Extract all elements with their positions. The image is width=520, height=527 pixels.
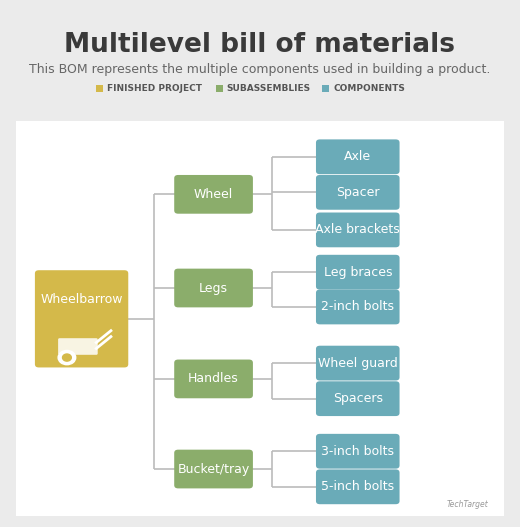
- FancyBboxPatch shape: [316, 346, 399, 380]
- Text: This BOM represents the multiple components used in building a product.: This BOM represents the multiple compone…: [29, 63, 491, 76]
- Text: 3-inch bolts: 3-inch bolts: [321, 445, 394, 458]
- FancyBboxPatch shape: [174, 359, 253, 398]
- Text: Bucket/tray: Bucket/tray: [177, 463, 250, 475]
- Text: Legs: Legs: [199, 281, 228, 295]
- FancyBboxPatch shape: [316, 434, 399, 469]
- Text: Multilevel bill of materials: Multilevel bill of materials: [64, 32, 456, 58]
- Text: Wheel guard: Wheel guard: [318, 357, 398, 369]
- FancyBboxPatch shape: [316, 175, 399, 210]
- FancyBboxPatch shape: [316, 289, 399, 324]
- Text: 5-inch bolts: 5-inch bolts: [321, 480, 394, 493]
- FancyBboxPatch shape: [174, 450, 253, 489]
- Text: COMPONENTS: COMPONENTS: [333, 84, 405, 93]
- FancyBboxPatch shape: [174, 269, 253, 307]
- Text: Wheelbarrow: Wheelbarrow: [41, 292, 123, 306]
- Text: Wheel: Wheel: [194, 188, 233, 201]
- Circle shape: [62, 354, 71, 361]
- Text: Spacers: Spacers: [333, 392, 383, 405]
- FancyBboxPatch shape: [316, 255, 399, 290]
- Text: 2-inch bolts: 2-inch bolts: [321, 300, 394, 314]
- Circle shape: [58, 350, 76, 365]
- Text: FINISHED PROJECT: FINISHED PROJECT: [107, 84, 202, 93]
- FancyBboxPatch shape: [316, 470, 399, 504]
- Text: Handles: Handles: [188, 373, 239, 385]
- Text: Leg braces: Leg braces: [323, 266, 392, 279]
- FancyBboxPatch shape: [35, 270, 128, 367]
- FancyBboxPatch shape: [174, 175, 253, 214]
- Text: SUBASSEMBLIES: SUBASSEMBLIES: [227, 84, 311, 93]
- Text: TechTarget: TechTarget: [447, 500, 489, 509]
- Text: Axle brackets: Axle brackets: [316, 223, 400, 237]
- FancyBboxPatch shape: [316, 139, 399, 174]
- Text: Spacer: Spacer: [336, 186, 380, 199]
- Text: Axle: Axle: [344, 150, 371, 163]
- FancyBboxPatch shape: [58, 338, 98, 355]
- FancyBboxPatch shape: [316, 382, 399, 416]
- FancyBboxPatch shape: [316, 212, 399, 247]
